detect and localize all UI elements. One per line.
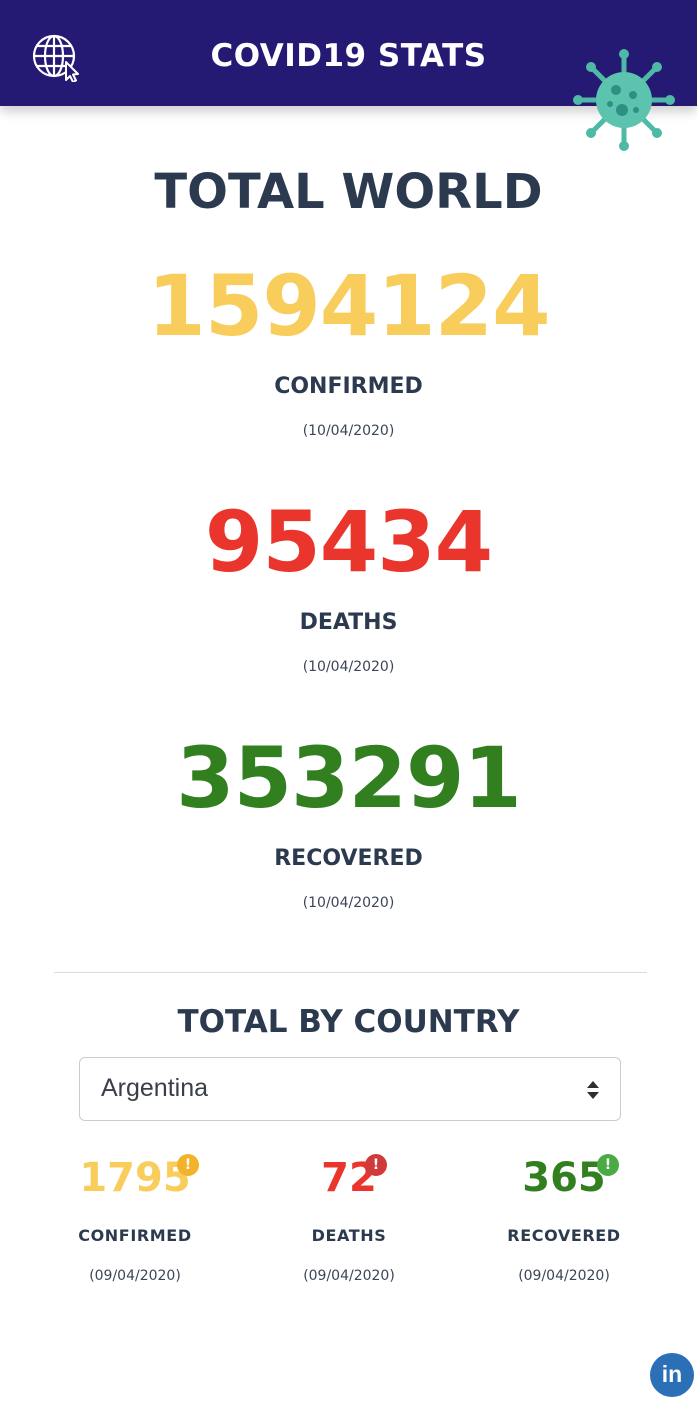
world-deaths-date: (10/04/2020) <box>302 659 395 675</box>
confirmed-info-icon[interactable]: ! <box>177 1154 199 1176</box>
country-confirmed-stat: 1795 ! CONFIRMED (09/04/2020) <box>35 1150 235 1300</box>
country-recovered-label: RECOVERED <box>507 1226 621 1245</box>
country-select[interactable]: Argentina <box>79 1057 621 1121</box>
country-confirmed-count: 1795 <box>79 1155 191 1201</box>
virus-icon <box>572 48 676 152</box>
country-recovered-date: (09/04/2020) <box>518 1268 610 1284</box>
country-deaths-stat: 72 ! DEATHS (09/04/2020) <box>249 1150 449 1300</box>
country-recovered-count: 365 <box>522 1155 606 1201</box>
world-recovered-label: RECOVERED <box>274 846 423 871</box>
country-select-value: Argentina <box>101 1074 209 1102</box>
total-by-country-heading: TOTAL BY COUNTRY <box>177 1004 520 1040</box>
globe-icon[interactable] <box>30 32 84 83</box>
select-arrows-icon <box>586 1080 600 1100</box>
app-header: COVID19 STATS <box>0 0 697 106</box>
country-confirmed-date: (09/04/2020) <box>89 1268 181 1284</box>
section-divider <box>54 972 647 973</box>
world-confirmed-count: 1594124 <box>147 257 550 355</box>
country-deaths-label: DEATHS <box>311 1226 387 1245</box>
country-deaths-count: 72 <box>321 1155 377 1201</box>
country-confirmed-label: CONFIRMED <box>78 1226 192 1245</box>
total-world-heading: TOTAL WORLD <box>154 164 543 220</box>
country-recovered-stat: 365 ! RECOVERED (09/04/2020) <box>464 1150 664 1300</box>
world-recovered-date: (10/04/2020) <box>302 895 395 911</box>
linkedin-label: in <box>661 1361 683 1387</box>
country-deaths-date: (09/04/2020) <box>303 1268 395 1284</box>
linkedin-icon[interactable]: in <box>650 1353 694 1397</box>
world-deaths-label: DEATHS <box>299 610 398 635</box>
world-confirmed-label: CONFIRMED <box>274 374 423 399</box>
app-title: COVID19 STATS <box>210 38 487 74</box>
deaths-info-icon[interactable]: ! <box>365 1154 387 1176</box>
world-deaths-count: 95434 <box>204 493 493 591</box>
recovered-info-icon[interactable]: ! <box>597 1154 619 1176</box>
world-confirmed-date: (10/04/2020) <box>302 423 395 439</box>
world-recovered-count: 353291 <box>176 729 522 827</box>
